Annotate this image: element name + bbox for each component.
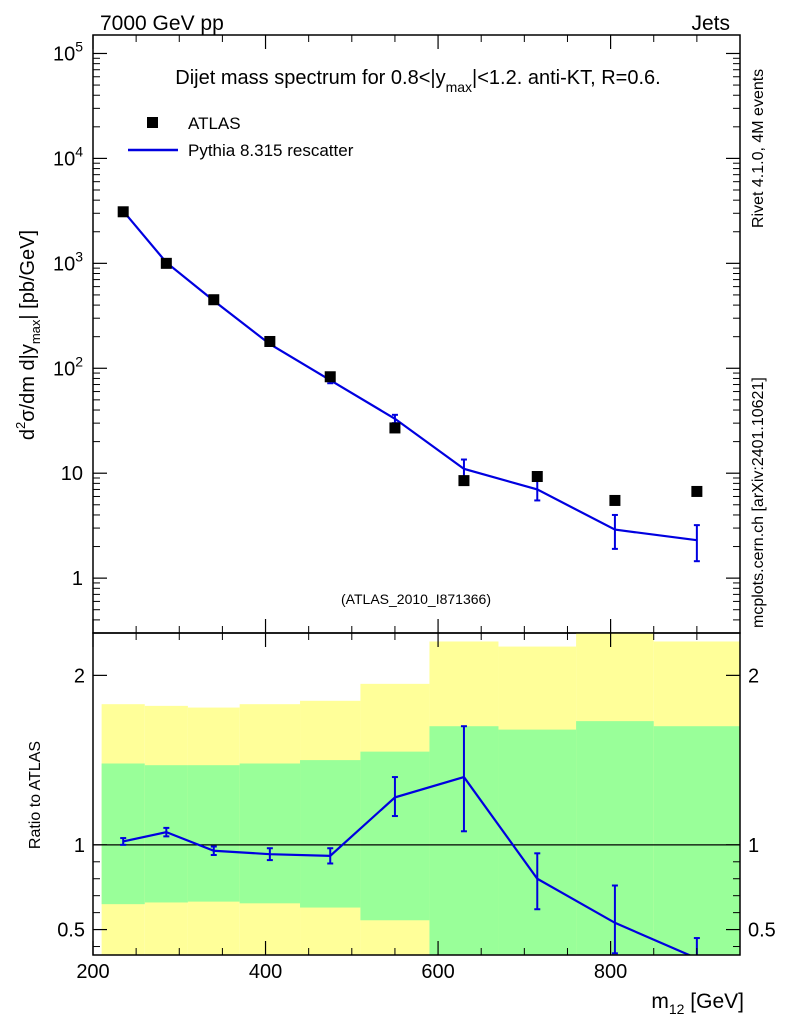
ytick-exponent: 2 [75, 353, 83, 369]
ytick-base: 10 [61, 463, 83, 485]
xtick-label: 200 [76, 961, 109, 983]
xtick-label: 400 [249, 961, 282, 983]
ytick-base: 10 [53, 358, 75, 380]
ratio-mc-line [122, 775, 692, 955]
atlas-data-point [458, 475, 470, 487]
title-post: |<1.2. anti-KT, R=0.6. [472, 67, 661, 89]
ytick-exponent: 5 [75, 38, 83, 54]
ratio-ytick-label: 0.5 [57, 920, 85, 942]
main-ylabel: d2σ/dm d|ymax| [pb/GeV] [13, 230, 43, 440]
ytick-base: 10 [53, 253, 75, 275]
ylabel-sub: max [28, 319, 43, 344]
main-ytick-label: 10 [61, 463, 83, 485]
xlabel-sub: 12 [669, 1001, 685, 1017]
ratio-ytick-label-right: 1 [748, 835, 759, 857]
xtick-label: 600 [421, 961, 454, 983]
category-label: Jets [691, 12, 730, 35]
ylabel-tail: | [pb/GeV] [17, 230, 39, 320]
legend-mc-label: Pythia 8.315 rescatter [188, 141, 354, 160]
ytick-base: 10 [53, 43, 75, 65]
xtick-label: 800 [594, 961, 627, 983]
legend-data-marker [147, 117, 158, 128]
atlas-data-point [389, 422, 401, 434]
main-ytick-label: 102 [53, 353, 83, 380]
ytick-exponent: 3 [75, 248, 83, 264]
energy-label: 7000 GeV pp [100, 12, 224, 35]
main-ytick-label: 103 [53, 248, 83, 275]
ratio-band-inner [300, 760, 361, 908]
ylabel-body: σ/dm d|y [17, 344, 39, 422]
ratio-band-inner [187, 765, 240, 902]
chart-title: Dijet mass spectrum for 0.8<|ymax|<1.2. … [175, 67, 660, 95]
title-pre: Dijet mass spectrum for 0.8<|y [175, 67, 445, 89]
ratio-band-inner [101, 763, 145, 905]
ratio-ylabel: Ratio to ATLAS [27, 741, 44, 849]
main-ytick-label: 104 [53, 143, 83, 170]
ratio-band-inner [239, 763, 301, 904]
ratio-ytick-label: 2 [74, 665, 85, 687]
ratio-ytick-label: 1 [74, 835, 85, 857]
main-ytick-label: 1 [72, 568, 83, 590]
atlas-data-point [691, 485, 703, 497]
ytick-base: 10 [53, 148, 75, 170]
legend-data-label: ATLAS [188, 114, 241, 133]
rivet-label: Rivet 4.1.0, 4M events [750, 69, 767, 228]
atlas-data-point [531, 471, 543, 483]
ratio-ytick-label-right: 2 [748, 665, 759, 687]
atlas-data-point [264, 335, 276, 347]
atlas-data-point [609, 494, 621, 506]
atlas-data-point [117, 206, 129, 218]
atlas-data-point [324, 371, 336, 383]
ratio-band-inner [653, 726, 740, 955]
main-ytick-label: 105 [53, 38, 83, 65]
atlas-data-point [160, 257, 172, 269]
ratio-ytick-label-right: 0.5 [748, 920, 776, 942]
watermark: (ATLAS_2010_I871366) [341, 591, 491, 607]
main-mc-line [122, 210, 698, 542]
atlas-data-point [208, 294, 220, 306]
ylabel-d: d [17, 429, 39, 440]
title-sub: max [446, 79, 472, 95]
ratio-frame [92, 632, 741, 956]
xlabel: m12 [GeV] [651, 990, 744, 1017]
xlabel-pre: m [651, 990, 669, 1013]
ytick-exponent: 4 [75, 143, 83, 159]
ytick-base: 1 [72, 568, 83, 590]
mcplots-label: mcplots.cern.ch [arXiv:2401.10621] [750, 377, 767, 628]
xlabel-post: [GeV] [684, 990, 744, 1013]
ylabel-sup: 2 [13, 422, 28, 429]
ratio-plot-panel: 0.5 0.5 1 1 2 2 200 400 600 800 [57, 632, 776, 983]
